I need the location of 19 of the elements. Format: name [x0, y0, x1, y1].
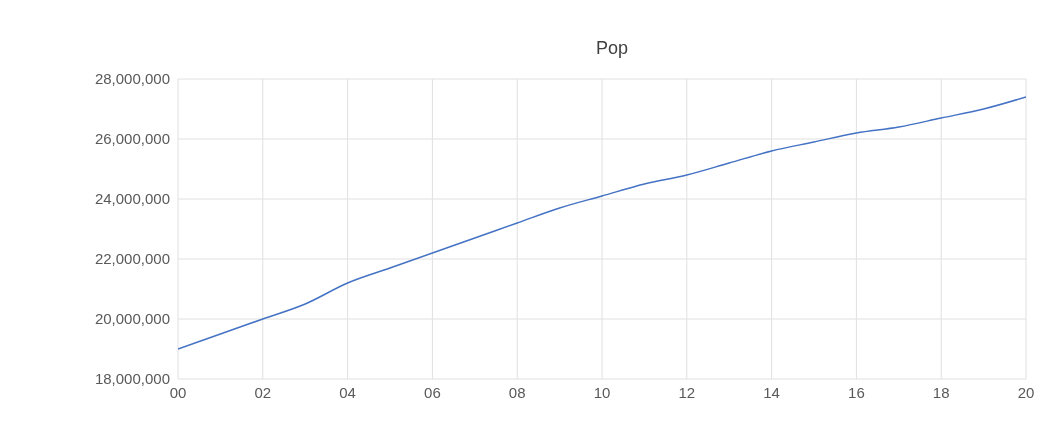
y-tick-label: 24,000,000: [94, 190, 170, 208]
chart-title: Pop: [595, 37, 629, 59]
y-tick-label: 20,000,000: [94, 310, 170, 328]
y-tick-label: 28,000,000: [94, 70, 170, 88]
x-tick-label: 08: [508, 383, 526, 401]
x-tick-label: 04: [339, 383, 356, 401]
x-tick-label: 10: [593, 383, 611, 401]
y-tick-label: 22,000,000: [94, 250, 170, 268]
x-tick-label: 16: [848, 383, 865, 401]
x-tick-label: 14: [763, 383, 780, 401]
x-tick-label: 18: [932, 383, 950, 401]
x-tick-label: 12: [678, 383, 696, 401]
y-tick-label: 26,000,000: [94, 130, 170, 148]
x-tick-label: 00: [169, 383, 187, 401]
y-tick-label: 18,000,000: [94, 370, 170, 388]
line-series: [178, 96, 1026, 350]
x-tick-label: 06: [424, 383, 441, 401]
x-tick-label: 02: [254, 383, 272, 401]
x-tick-label: 20: [1017, 383, 1035, 401]
